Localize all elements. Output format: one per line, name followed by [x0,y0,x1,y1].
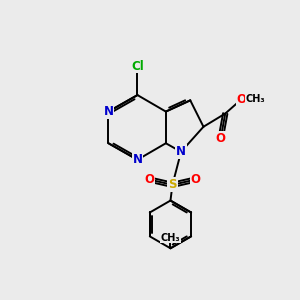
Text: O: O [237,92,247,106]
Text: O: O [216,132,226,145]
Text: CH₃: CH₃ [246,94,266,104]
Text: S: S [168,178,177,191]
Text: Cl: Cl [131,59,144,73]
Text: N: N [176,145,186,158]
Text: CH₃: CH₃ [161,232,180,243]
Text: N: N [133,153,142,166]
Text: O: O [144,173,154,186]
Text: O: O [190,173,201,186]
Text: N: N [103,105,113,118]
